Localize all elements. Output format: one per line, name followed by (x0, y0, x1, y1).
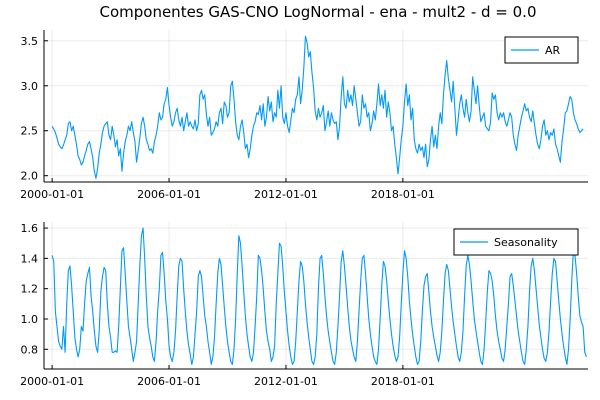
seasonality-y-tick-label: 0.8 (21, 343, 39, 356)
ar-y-tick-label: 2.5 (21, 125, 39, 138)
seasonality-y-tick-label: 1.2 (21, 283, 39, 296)
ar-legend: AR (504, 36, 579, 64)
ar-series-line (51, 35, 584, 179)
ar-x-tick-label: 2018-01-01 (371, 188, 435, 201)
seasonality-subplot: 0.8 1.0 1.2 1.4 1.6 2000-01-01 2006-01-01 2012… (20, 222, 588, 388)
seasonality-series (51, 227, 587, 366)
seasonality-x-tick-label: 2006-01-01 (137, 375, 201, 388)
ar-y-axis: 2.0 2.5 3.0 3.5 (21, 35, 48, 183)
ar-axes (43, 30, 588, 183)
seasonality-x-tick-label: 2018-01-01 (371, 375, 435, 388)
seasonality-y-tick-label: 1.4 (21, 252, 39, 265)
chart-title: Componentes GAS-CNO LogNormal - ena - mu… (99, 3, 536, 21)
ar-legend-label: AR (545, 44, 561, 57)
ar-x-tick-label: 2006-01-01 (137, 188, 201, 201)
ar-x-tick-label: 2000-01-01 (20, 188, 84, 201)
seasonality-axes (43, 222, 588, 370)
ar-y-tick-label: 2.0 (21, 170, 39, 183)
ar-series (51, 35, 584, 179)
seasonality-series-line (51, 227, 587, 366)
ar-subplot: 2.0 2.5 3.0 3.5 2000-01-01 2006-01-01 2012-01… (20, 30, 588, 201)
ar-y-tick-label: 3.0 (21, 80, 39, 93)
seasonality-y-axis: 0.8 1.0 1.2 1.4 1.6 (21, 222, 48, 356)
ar-x-tick-label: 2012-01-01 (254, 188, 318, 201)
seasonality-x-tick-label: 2012-01-01 (254, 375, 318, 388)
seasonality-x-tick-label: 2000-01-01 (20, 375, 84, 388)
seasonality-legend-label: Seasonality (494, 236, 558, 249)
seasonality-x-axis: 2000-01-01 2006-01-01 2012-01-01 2018-01-01 (20, 365, 435, 388)
seasonality-y-tick-label: 1.0 (21, 313, 39, 326)
seasonality-legend: Seasonality (453, 228, 579, 256)
ar-x-axis: 2000-01-01 2006-01-01 2012-01-01 2018-01-01 (20, 178, 435, 201)
ar-y-tick-label: 3.5 (21, 35, 39, 48)
seasonality-y-tick-label: 1.6 (21, 222, 39, 235)
